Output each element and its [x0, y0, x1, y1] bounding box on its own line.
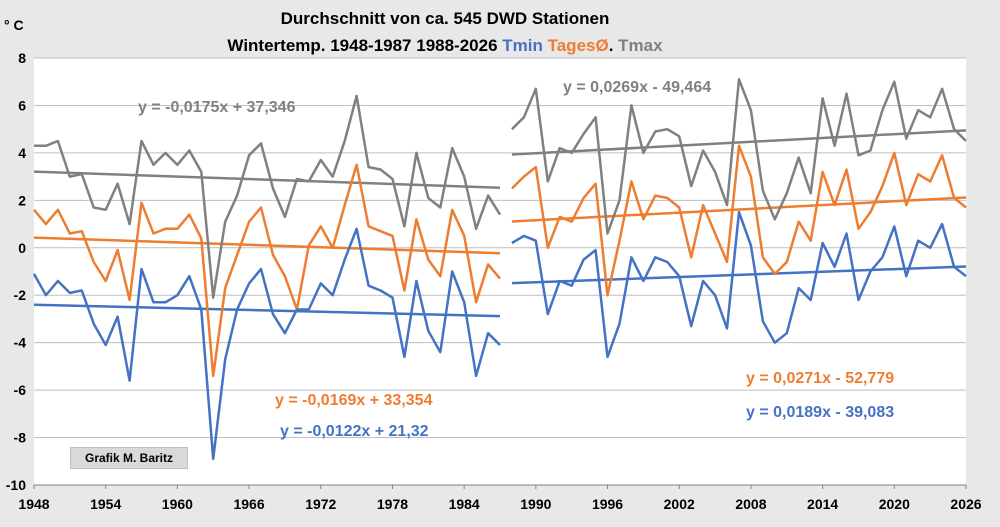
- series-line-tmin: [32, 227, 501, 461]
- series-line-mean: [511, 144, 967, 297]
- y-tick-label: 2: [18, 192, 26, 208]
- y-tick-label: 8: [18, 50, 26, 66]
- series-line-mean: [33, 163, 501, 378]
- x-tick-label: 2002: [664, 496, 695, 512]
- y-tick-label: -6: [14, 382, 27, 398]
- y-tick-label: 4: [18, 145, 26, 161]
- x-tick-label: 2020: [879, 496, 910, 512]
- subtitle-part: Tmax: [618, 36, 663, 55]
- series-line-tmax: [34, 94, 502, 299]
- series-line-tmin: [511, 210, 967, 359]
- subtitle-part: Wintertemp. 1948-1987 1988-2026: [227, 36, 502, 55]
- trend-equation-tmin-1988-2026: y = 0,0189x - 39,083: [746, 404, 894, 421]
- x-tick-label: 1996: [592, 496, 623, 512]
- x-tick-label: 2026: [950, 496, 981, 512]
- trendline-mean: [511, 196, 967, 223]
- axis-layer: -10 -8 -6 -4 -2 0 2 4 6 8 1948 1954 1960 1966 1972 1978…: [6, 50, 982, 512]
- credit-label: Grafik M. Baritz: [70, 447, 188, 469]
- y-tick-label: -10: [6, 477, 26, 493]
- trend-equation-mean-1988-2026: y = 0,0271x - 52,779: [746, 370, 894, 387]
- x-tick-label: 1990: [520, 496, 551, 512]
- series-layer: [32, 78, 967, 461]
- x-tick-label: 1966: [233, 496, 264, 512]
- subtitle-part: TagesØ: [548, 36, 609, 55]
- trend-equation-tmax-1948-1987: y = -0,0175x + 37,346: [138, 99, 296, 116]
- trend-equation-mean-1948-1987: y = -0,0169x + 33,354: [275, 392, 433, 409]
- trend-equation-tmax-1988-2026: y = 0,0269x - 49,464: [563, 79, 711, 96]
- x-tick-label: 1954: [90, 496, 121, 512]
- subtitle-part: Tmin: [502, 36, 547, 55]
- y-tick-label: 6: [18, 97, 26, 113]
- series-line-tmax: [511, 78, 967, 235]
- trendline-tmax: [511, 129, 967, 156]
- x-tick-label: 1972: [305, 496, 336, 512]
- x-tick-label: 1948: [18, 496, 49, 512]
- x-tick-label: 1960: [162, 496, 193, 512]
- x-tick-label: 2008: [735, 496, 766, 512]
- x-tick-label: 1978: [377, 496, 408, 512]
- trendline-tmax: [33, 170, 501, 190]
- y-tick-label: -4: [14, 335, 27, 351]
- trendline-tmin: [511, 265, 967, 285]
- trend-equation-tmin-1948-1987: y = -0,0122x + 21,32: [280, 423, 429, 440]
- y-tick-label: -2: [14, 287, 27, 303]
- x-tick-label: 2014: [807, 496, 838, 512]
- chart-title: Durchschnitt von ca. 545 DWD Stationen: [281, 9, 610, 28]
- trendline-layer: [33, 129, 967, 318]
- trendline-mean: [33, 236, 501, 255]
- trendline-tmin: [33, 303, 501, 318]
- y-tick-label: 0: [18, 240, 26, 256]
- y-axis-unit-label: ° C: [4, 17, 24, 33]
- y-tick-label: -8: [14, 430, 27, 446]
- subtitle-part: .: [609, 36, 618, 55]
- x-tick-label: 1984: [449, 496, 480, 512]
- chart-subtitle: Wintertemp. 1948-1987 1988-2026 Tmin Tag…: [227, 36, 663, 55]
- text-layer: Durchschnitt von ca. 545 DWD Stationen W…: [4, 9, 894, 440]
